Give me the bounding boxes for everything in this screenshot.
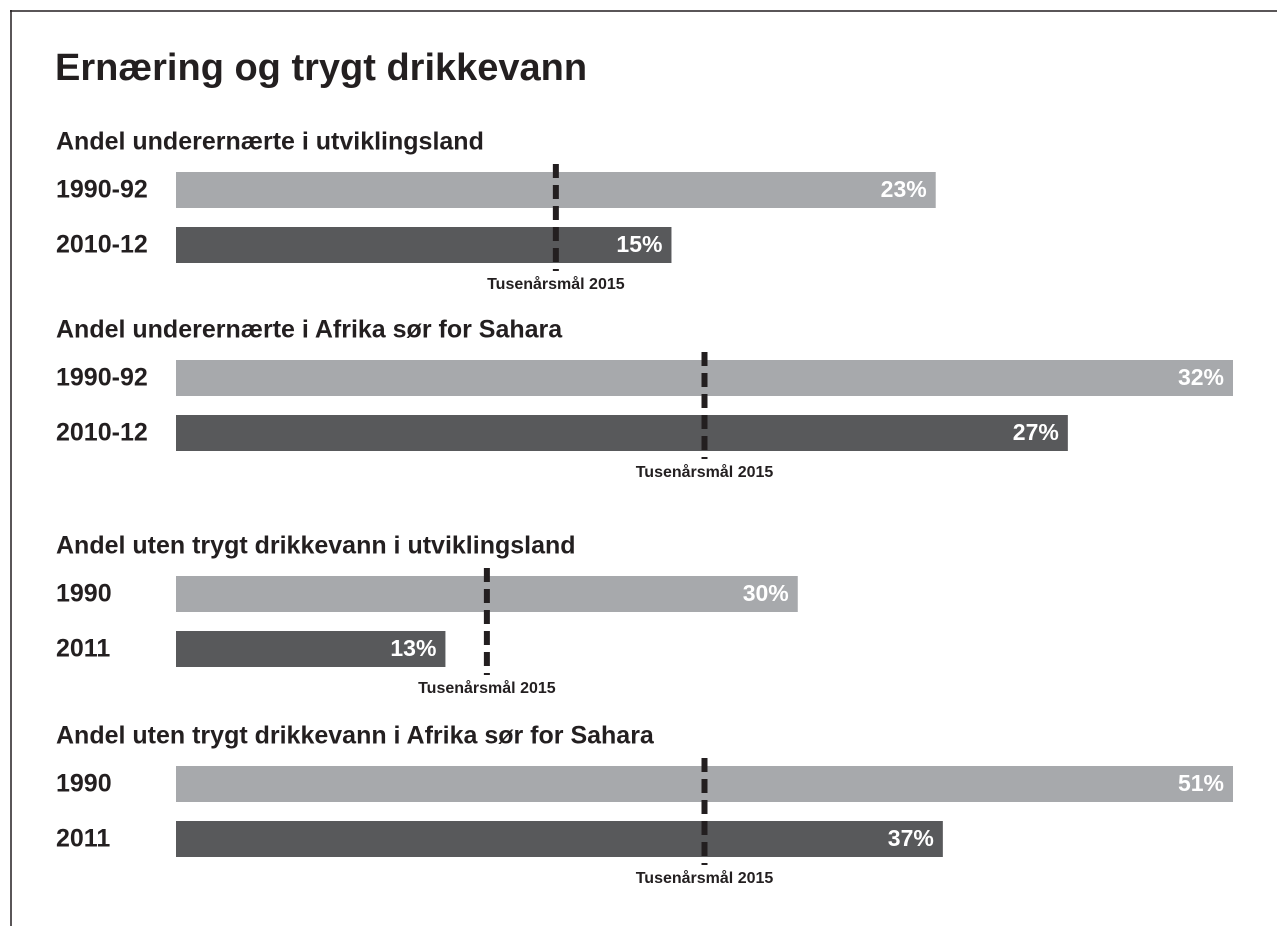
value-label: 51% xyxy=(1178,770,1224,796)
bar xyxy=(176,227,672,263)
value-label: 13% xyxy=(390,635,436,661)
category-label: 2010-12 xyxy=(56,419,148,447)
value-label: 23% xyxy=(881,176,927,202)
panel-title: Andel uten trygt drikkevann i Afrika sør… xyxy=(56,722,655,750)
category-label: 2011 xyxy=(56,635,110,663)
category-label: 2011 xyxy=(56,825,110,853)
target-label: Tusenårsmål 2015 xyxy=(418,679,556,697)
category-label: 1990-92 xyxy=(56,176,148,204)
value-label: 15% xyxy=(616,231,662,257)
page-title: Ernæring og trygt drikkevann xyxy=(55,47,587,89)
value-label: 30% xyxy=(743,580,789,606)
target-label: Tusenårsmål 2015 xyxy=(636,869,774,887)
bar xyxy=(176,821,943,857)
bar xyxy=(176,631,446,667)
value-label: 32% xyxy=(1178,364,1224,390)
value-label: 27% xyxy=(1013,419,1059,445)
category-label: 2010-12 xyxy=(56,231,148,259)
category-label: 1990-92 xyxy=(56,364,148,392)
category-label: 1990 xyxy=(56,770,112,798)
target-label: Tusenårsmål 2015 xyxy=(487,275,625,293)
panel-title: Andel underernærte i utviklingsland xyxy=(56,128,484,156)
target-label: Tusenårsmål 2015 xyxy=(636,463,774,481)
panel-title: Andel uten trygt drikkevann i utviklings… xyxy=(56,532,576,560)
bar xyxy=(176,415,1068,451)
category-label: 1990 xyxy=(56,580,112,608)
panel-title: Andel underernærte i Afrika sør for Saha… xyxy=(56,316,563,344)
value-label: 37% xyxy=(888,825,934,851)
